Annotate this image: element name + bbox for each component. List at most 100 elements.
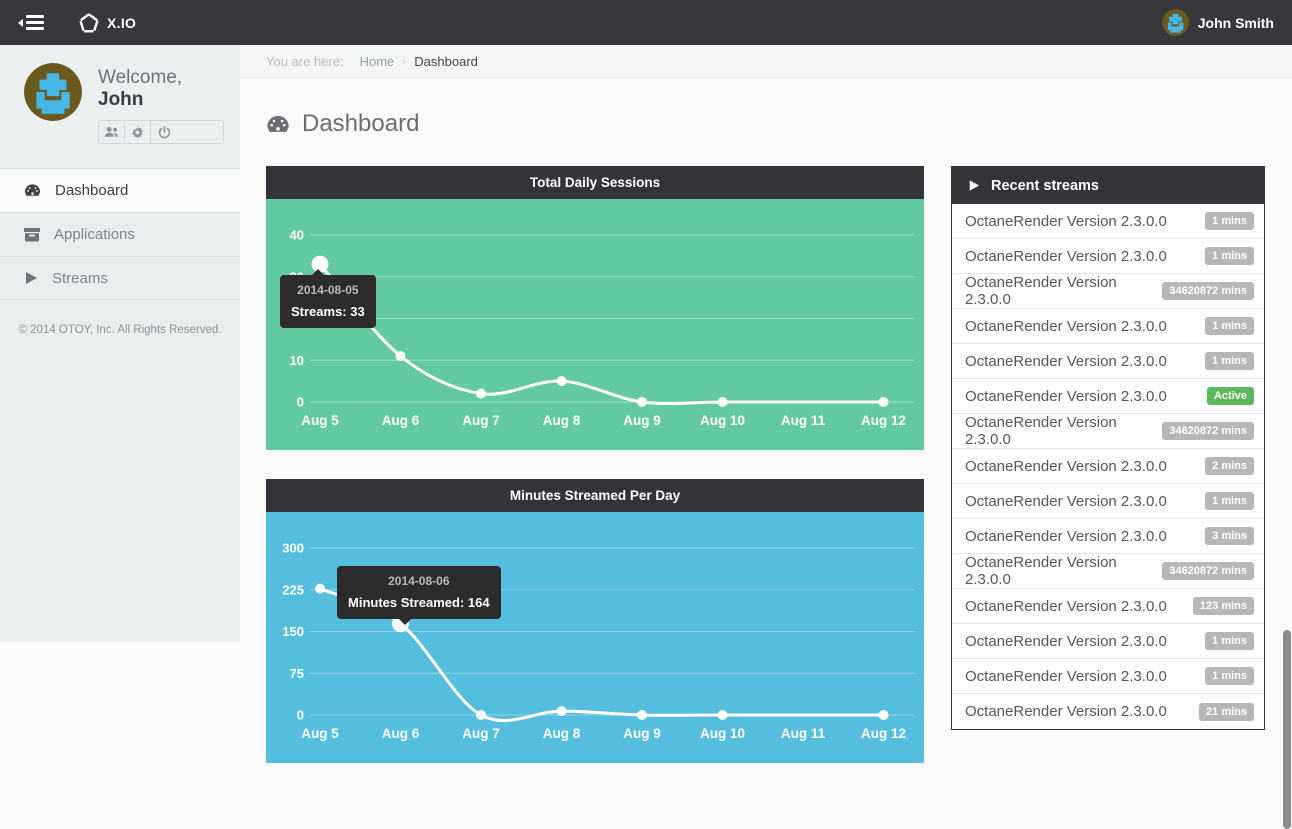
stream-row[interactable]: OctaneRender Version 2.3.0.0 34620872 min… bbox=[952, 274, 1264, 309]
user-name: John Smith bbox=[1197, 14, 1274, 31]
users-icon bbox=[104, 126, 119, 137]
collapse-arrow-icon bbox=[18, 18, 23, 27]
duration-badge: 2 mins bbox=[1205, 457, 1254, 475]
vertical-scrollbar[interactable] bbox=[1283, 630, 1291, 829]
svg-text:Aug 5: Aug 5 bbox=[301, 413, 339, 428]
chart-tooltip: 2014-08-06 Minutes Streamed: 164 bbox=[337, 566, 501, 625]
stream-row[interactable]: OctaneRender Version 2.3.0.0 1 mins bbox=[952, 204, 1264, 239]
users-button[interactable] bbox=[99, 121, 125, 143]
sidebar-item-streams[interactable]: Streams bbox=[0, 256, 240, 300]
stream-row[interactable]: OctaneRender Version 2.3.0.0 2 mins bbox=[952, 449, 1264, 484]
sidebar-item-label: Streams bbox=[52, 269, 108, 287]
chart-title: Total Daily Sessions bbox=[266, 166, 924, 199]
svg-text:Aug 5: Aug 5 bbox=[301, 726, 339, 741]
breadcrumb-prefix: You are here: bbox=[266, 53, 344, 69]
sidebar-item-label: Applications bbox=[54, 226, 135, 243]
duration-badge: 34620872 mins bbox=[1162, 562, 1254, 580]
duration-badge: 1 mins bbox=[1205, 352, 1254, 370]
recent-streams-panel: Recent streams OctaneRender Version 2.3.… bbox=[951, 166, 1265, 730]
sidebar-menu: Dashboard Applications Streams bbox=[0, 168, 240, 300]
stream-row[interactable]: OctaneRender Version 2.3.0.0 1 mins bbox=[952, 239, 1264, 274]
duration-badge: 1 mins bbox=[1205, 667, 1254, 685]
brand-logo[interactable]: X.IO bbox=[78, 12, 136, 34]
svg-text:Aug 8: Aug 8 bbox=[543, 413, 581, 428]
svg-text:Aug 6: Aug 6 bbox=[382, 413, 420, 428]
sidebar-toggle-button[interactable] bbox=[18, 15, 44, 30]
breadcrumb-home-link[interactable]: Home bbox=[359, 53, 395, 69]
recent-streams-title: Recent streams bbox=[991, 177, 1099, 194]
page-title: Dashboard bbox=[302, 110, 420, 137]
stream-row[interactable]: OctaneRender Version 2.3.0.0 21 mins bbox=[952, 694, 1264, 729]
stream-row[interactable]: OctaneRender Version 2.3.0.0 34620872 min… bbox=[952, 554, 1264, 589]
svg-text:40: 40 bbox=[290, 228, 304, 243]
stream-name: OctaneRender Version 2.3.0.0 bbox=[965, 554, 1117, 588]
chart-title: Minutes Streamed Per Day bbox=[266, 479, 924, 512]
topbar: X.IO John Smith bbox=[0, 0, 1292, 45]
svg-text:Aug 9: Aug 9 bbox=[623, 413, 661, 428]
stream-name: OctaneRender Version 2.3.0.0 bbox=[965, 317, 1167, 335]
svg-text:Aug 7: Aug 7 bbox=[462, 726, 500, 741]
stream-name: OctaneRender Version 2.3.0.0 bbox=[965, 387, 1167, 405]
stream-row[interactable]: OctaneRender Version 2.3.0.0 1 mins bbox=[952, 309, 1264, 344]
stream-name: OctaneRender Version 2.3.0.0 bbox=[965, 414, 1117, 448]
stream-row[interactable]: OctaneRender Version 2.3.0.0 1 mins bbox=[952, 659, 1264, 694]
duration-badge: 123 mins bbox=[1192, 597, 1254, 615]
dashboard-icon bbox=[267, 115, 289, 132]
duration-badge: 34620872 mins bbox=[1162, 282, 1254, 300]
sidebar-item-applications[interactable]: Applications bbox=[0, 212, 240, 256]
duration-badge: 1 mins bbox=[1205, 317, 1254, 335]
power-icon bbox=[158, 125, 170, 138]
svg-text:Aug 12: Aug 12 bbox=[861, 413, 906, 428]
minutes-streamed-chart[interactable]: 0 75 150 225 300 Aug 5 Aug 6 Aug 7 Aug 8 Aug 9 Aug… bbox=[266, 512, 924, 763]
stream-name: OctaneRender Version 2.3.0.0 bbox=[965, 492, 1167, 510]
welcome-text: Welcome, John bbox=[98, 67, 183, 110]
logout-button[interactable] bbox=[151, 121, 177, 143]
duration-badge: 1 mins bbox=[1205, 492, 1254, 510]
user-panel: Welcome, John bbox=[0, 45, 240, 158]
chart-tooltip: 2014-08-05 Streams: 33 bbox=[280, 269, 376, 328]
settings-button[interactable] bbox=[125, 121, 151, 143]
svg-text:0: 0 bbox=[297, 395, 304, 410]
stream-name: OctaneRender Version 2.3.0.0 bbox=[965, 274, 1117, 308]
avatar[interactable] bbox=[24, 63, 82, 121]
duration-badge: 34620872 mins bbox=[1162, 422, 1254, 440]
sidebar-item-label: Dashboard bbox=[55, 182, 129, 199]
stream-row[interactable]: OctaneRender Version 2.3.0.0 1 mins bbox=[952, 624, 1264, 659]
status-badge: Active bbox=[1206, 387, 1254, 405]
stream-row[interactable]: OctaneRender Version 2.3.0.0 123 mins bbox=[952, 589, 1264, 624]
stream-name: OctaneRender Version 2.3.0.0 bbox=[965, 703, 1167, 720]
sidebar-item-dashboard[interactable]: Dashboard bbox=[0, 168, 240, 212]
stream-row[interactable]: OctaneRender Version 2.3.0.0 3 mins bbox=[952, 519, 1264, 554]
main-area: You are here: Home › Dashboard Dashboard… bbox=[240, 45, 1292, 829]
stream-row[interactable]: OctaneRender Version 2.3.0.0 1 mins bbox=[952, 344, 1264, 379]
user-actions bbox=[98, 120, 224, 144]
stream-name: OctaneRender Version 2.3.0.0 bbox=[965, 212, 1167, 230]
svg-text:300: 300 bbox=[282, 541, 304, 556]
tooltip-date: 2014-08-06 bbox=[388, 574, 450, 588]
sidebar: Welcome, John bbox=[0, 45, 240, 642]
svg-text:Aug 9: Aug 9 bbox=[623, 726, 661, 741]
tooltip-value: Minutes Streamed: 164 bbox=[348, 595, 490, 610]
streams-icon bbox=[26, 272, 37, 284]
svg-text:Aug 7: Aug 7 bbox=[462, 413, 500, 428]
duration-badge: 21 mins bbox=[1199, 702, 1254, 721]
svg-text:225: 225 bbox=[282, 582, 304, 597]
avatar bbox=[1161, 9, 1189, 36]
svg-text:0: 0 bbox=[297, 708, 304, 723]
svg-text:Aug 6: Aug 6 bbox=[382, 726, 420, 741]
user-menu[interactable]: John Smith bbox=[1161, 9, 1274, 36]
stream-row[interactable]: OctaneRender Version 2.3.0.0 Active bbox=[952, 379, 1264, 414]
tooltip-date: 2014-08-05 bbox=[297, 283, 359, 297]
tooltip-value: Streams: 33 bbox=[291, 304, 365, 319]
stream-row[interactable]: OctaneRender Version 2.3.0.0 34620872 min… bbox=[952, 414, 1264, 449]
svg-text:Aug 11: Aug 11 bbox=[781, 726, 826, 741]
copyright-text: © 2014 OTOY, Inc. All Rights Reserved. bbox=[18, 324, 222, 336]
xio-logo-icon bbox=[79, 12, 99, 32]
applications-icon bbox=[24, 227, 40, 241]
stream-row[interactable]: OctaneRender Version 2.3.0.0 1 mins bbox=[952, 484, 1264, 519]
svg-text:Aug 10: Aug 10 bbox=[700, 413, 745, 428]
svg-text:10: 10 bbox=[290, 353, 304, 368]
svg-text:Aug 11: Aug 11 bbox=[781, 413, 826, 428]
